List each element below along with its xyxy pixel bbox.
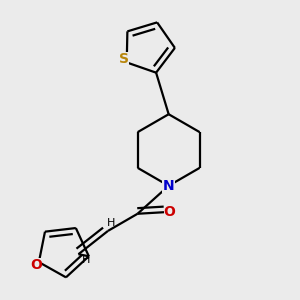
Text: O: O xyxy=(164,205,176,219)
Text: H: H xyxy=(82,255,90,266)
Text: H: H xyxy=(107,218,115,228)
Text: N: N xyxy=(163,179,175,193)
Text: O: O xyxy=(30,258,42,272)
Text: S: S xyxy=(118,52,129,66)
